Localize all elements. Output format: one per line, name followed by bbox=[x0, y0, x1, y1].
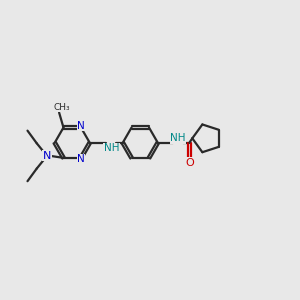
Text: NH: NH bbox=[104, 143, 119, 153]
Text: NH: NH bbox=[170, 133, 186, 143]
Text: O: O bbox=[185, 158, 194, 168]
Text: N: N bbox=[77, 121, 85, 130]
Text: CH₃: CH₃ bbox=[54, 103, 70, 112]
Text: N: N bbox=[77, 154, 85, 164]
Text: N: N bbox=[43, 151, 51, 161]
